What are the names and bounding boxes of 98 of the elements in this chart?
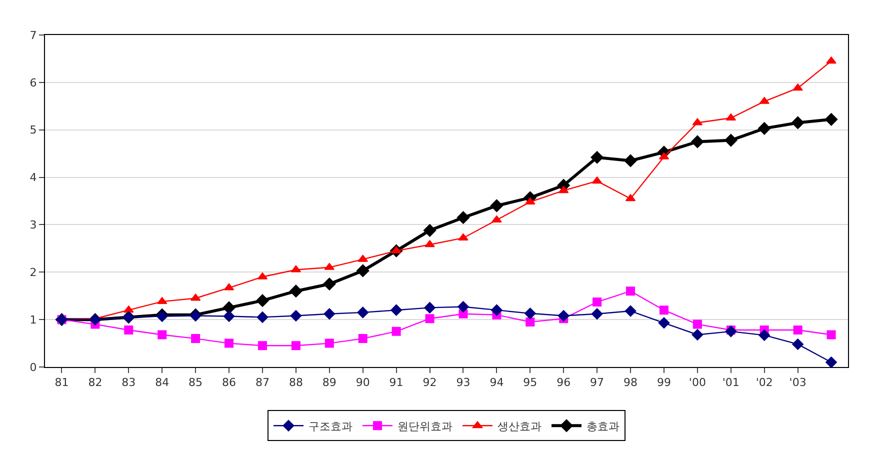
point	[826, 356, 837, 367]
point	[124, 306, 134, 313]
point	[391, 246, 402, 254]
point	[558, 310, 570, 322]
x-tick-label: 99	[656, 376, 671, 390]
point	[659, 306, 668, 315]
x-tick-label: 91	[389, 376, 404, 390]
point	[725, 326, 737, 338]
point	[424, 240, 435, 248]
x-tick-label: '03	[789, 376, 806, 390]
x-tick-label: 92	[422, 376, 437, 390]
point	[256, 312, 268, 323]
y-tick-label: 1	[30, 313, 37, 326]
y-tick-label: 5	[30, 124, 37, 137]
point	[758, 122, 771, 135]
point	[425, 314, 434, 324]
point	[191, 334, 200, 344]
x-tick-label: 93	[456, 376, 470, 390]
point	[358, 254, 368, 262]
point	[792, 84, 803, 91]
point	[692, 320, 702, 329]
y-tick-label: 2	[30, 266, 37, 279]
point	[258, 341, 267, 350]
x-tick-label: '01	[722, 376, 740, 390]
point	[423, 224, 436, 237]
point	[222, 301, 236, 314]
legend-label: 구조효과	[308, 420, 352, 433]
point	[826, 330, 836, 340]
x-tick-label: 86	[222, 376, 236, 390]
point	[826, 56, 836, 64]
point	[290, 310, 302, 322]
x-tick-label: 88	[288, 376, 303, 390]
point	[424, 302, 436, 314]
point	[824, 113, 838, 126]
point	[624, 154, 637, 168]
point	[458, 233, 468, 240]
point	[793, 326, 802, 335]
point	[758, 330, 770, 341]
y-tick-label: 4	[30, 171, 37, 184]
x-tick-label: 97	[590, 376, 604, 390]
x-tick-label: 84	[155, 376, 170, 390]
point	[224, 338, 234, 348]
point	[458, 301, 469, 312]
point	[658, 317, 670, 329]
legend-label: 원단위효과	[398, 420, 452, 433]
x-tick-label: 81	[54, 376, 69, 390]
point	[692, 329, 704, 340]
legend-label: 총효과	[586, 420, 620, 433]
x-tick-label: 83	[122, 376, 136, 390]
point	[358, 334, 368, 344]
point	[492, 215, 502, 222]
point	[324, 308, 336, 320]
point	[691, 135, 704, 148]
point	[158, 330, 167, 340]
point	[390, 304, 402, 316]
y-tick-label: 6	[30, 76, 37, 90]
point	[256, 294, 269, 307]
point	[526, 317, 535, 326]
x-tick-label: '02	[756, 376, 773, 390]
x-tick-label: 87	[255, 376, 270, 390]
x-tick-label: '00	[688, 376, 706, 390]
point	[323, 278, 336, 290]
point	[524, 308, 536, 320]
point	[458, 309, 468, 318]
x-tick-label: 94	[490, 376, 504, 390]
point	[791, 116, 804, 130]
point	[624, 305, 636, 317]
point	[156, 310, 168, 322]
point	[124, 326, 134, 335]
point	[392, 326, 401, 336]
x-tick-label: 98	[624, 376, 638, 390]
point	[291, 341, 300, 350]
x-tick-label: 95	[523, 376, 538, 390]
point	[759, 96, 770, 104]
x-tick-label: 90	[356, 376, 370, 390]
point	[592, 298, 602, 307]
point	[490, 199, 504, 212]
point	[356, 264, 370, 278]
point	[324, 338, 334, 348]
point	[525, 197, 536, 204]
y-tick-label: 0	[30, 360, 37, 374]
x-tick-label: 85	[188, 376, 203, 390]
point	[357, 306, 369, 318]
y-tick-label: 3	[30, 218, 37, 232]
y-tick-label: 7	[30, 28, 37, 42]
point	[223, 310, 235, 322]
point	[590, 151, 604, 164]
point	[724, 134, 738, 147]
x-tick-label: 89	[322, 376, 336, 390]
point	[626, 286, 636, 296]
x-tick-label: 82	[88, 376, 102, 390]
point	[591, 308, 603, 320]
point	[490, 304, 502, 316]
x-tick-label: 96	[556, 376, 571, 390]
point	[290, 284, 302, 298]
point	[792, 338, 804, 350]
point	[456, 211, 470, 224]
legend-label: 생산효과	[498, 420, 542, 433]
